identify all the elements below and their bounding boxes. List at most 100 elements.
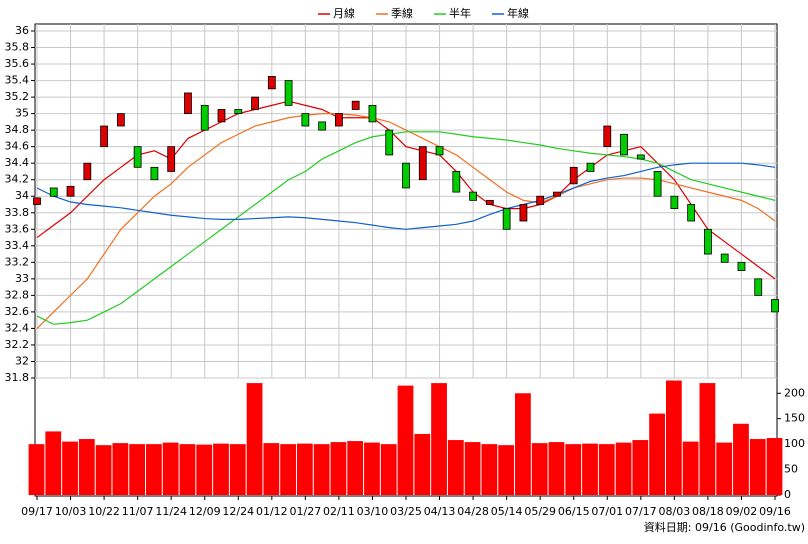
candle-body	[49, 187, 58, 197]
volume-bar	[716, 442, 733, 495]
y-tick-label: 35.6	[5, 57, 30, 70]
y-tick-label: 32.4	[5, 321, 30, 334]
x-tick-label: 12/24	[222, 505, 254, 518]
candle-body	[351, 100, 360, 110]
ma-line	[36, 131, 776, 325]
x-tick-label: 08/03	[659, 505, 691, 518]
volume-bar	[531, 443, 548, 495]
candle-body	[116, 113, 125, 127]
candle-body	[771, 299, 779, 313]
volume-bar	[447, 440, 464, 495]
candle-body	[402, 162, 410, 189]
candle-body	[66, 185, 75, 197]
legend-label: 月線	[333, 6, 355, 20]
volume-bar	[615, 442, 632, 495]
volume-bar	[112, 443, 129, 495]
candle-body	[502, 208, 511, 230]
candle-body	[100, 125, 108, 148]
candle-body	[318, 121, 327, 131]
volume-bar	[129, 444, 146, 495]
x-tick-label: 09/16	[759, 505, 791, 518]
volume-bar	[263, 443, 280, 495]
x-tick-label: 03/10	[357, 505, 389, 518]
y-tick-label: 34.4	[5, 156, 30, 169]
x-tick-label: 05/14	[491, 505, 523, 518]
x-tick-label: 11/07	[122, 505, 154, 518]
y-tick-label: 31.8	[5, 371, 30, 384]
candle-body	[368, 104, 377, 123]
candle-body	[670, 195, 679, 210]
x-tick-label: 11/24	[155, 505, 187, 518]
volume-bar	[565, 444, 582, 495]
volume-bar	[766, 438, 783, 495]
x-tick-label: 01/12	[256, 505, 288, 518]
candle-body	[536, 195, 545, 205]
y-tick-label: 34.6	[5, 140, 30, 153]
candle-body	[553, 191, 561, 197]
legend-label: 季線	[391, 6, 413, 20]
candle-body	[418, 146, 427, 181]
candle-body	[704, 228, 712, 255]
volume-bar	[649, 413, 665, 495]
candle-body	[519, 204, 528, 222]
volume-bar	[682, 441, 699, 495]
volume-bar	[45, 431, 62, 495]
candle-body	[335, 113, 343, 127]
y-tick-label: 34.8	[5, 123, 30, 136]
x-tick-label: 05/29	[524, 505, 556, 518]
volume-bar	[481, 444, 498, 495]
volume-bar	[515, 393, 531, 495]
volume-bar	[749, 439, 766, 495]
y-tick-label: 35.4	[5, 74, 30, 87]
x-tick-label: 07/01	[591, 505, 623, 518]
volume-bar	[196, 444, 213, 495]
volume-bar	[665, 380, 682, 495]
candle-body	[251, 96, 259, 110]
ma-line	[36, 100, 776, 280]
candle-body	[167, 146, 176, 172]
x-tick-label: 12/09	[189, 505, 221, 518]
volume-bar	[598, 444, 615, 495]
volume-bar	[548, 442, 565, 495]
candle-body	[452, 171, 461, 193]
x-tick-label: 09/17	[21, 505, 53, 518]
x-tick-label: 06/15	[558, 505, 590, 518]
y-tick-label: 34	[15, 189, 29, 202]
candle-body	[469, 191, 477, 201]
volume-bar	[229, 444, 246, 495]
volume-bar	[313, 444, 330, 495]
volume-bar	[380, 444, 397, 495]
volume-bar	[78, 439, 95, 495]
candle-body	[267, 76, 276, 90]
volume-bar	[498, 445, 515, 495]
y-tick-label: 35.8	[5, 41, 30, 54]
y-tick-label: 33.6	[5, 222, 30, 235]
candle-body	[217, 109, 226, 123]
volume-bar	[632, 440, 649, 495]
volume-bar	[296, 443, 313, 495]
volume-bar	[280, 444, 296, 495]
volume-bar	[414, 433, 431, 495]
candle-body	[435, 146, 444, 156]
candle-body	[184, 92, 192, 115]
x-tick-label: 10/03	[55, 505, 87, 518]
candle-body	[569, 166, 578, 185]
volume-bar	[179, 444, 196, 495]
candle-body	[200, 104, 209, 131]
volume-bar	[347, 441, 364, 495]
footer: 資料日期: 09/16 (Goodinfo.tw)	[644, 520, 805, 534]
legend-label: 年線	[507, 6, 529, 20]
y-tick-label: 34.2	[5, 173, 30, 186]
y-tick-label: 32.6	[5, 305, 30, 318]
candle-body	[234, 109, 243, 115]
y-tick-label: 33.4	[5, 239, 30, 252]
volume-bar	[246, 383, 263, 495]
y2-tick-label: 0	[784, 488, 791, 501]
y2-tick-label: 50	[784, 463, 798, 476]
x-tick-label: 07/17	[625, 505, 657, 518]
volume-bar	[431, 383, 447, 495]
y-tick-label: 32	[15, 354, 29, 367]
candle-body	[737, 261, 746, 271]
y-tick-label: 33.8	[5, 206, 30, 219]
